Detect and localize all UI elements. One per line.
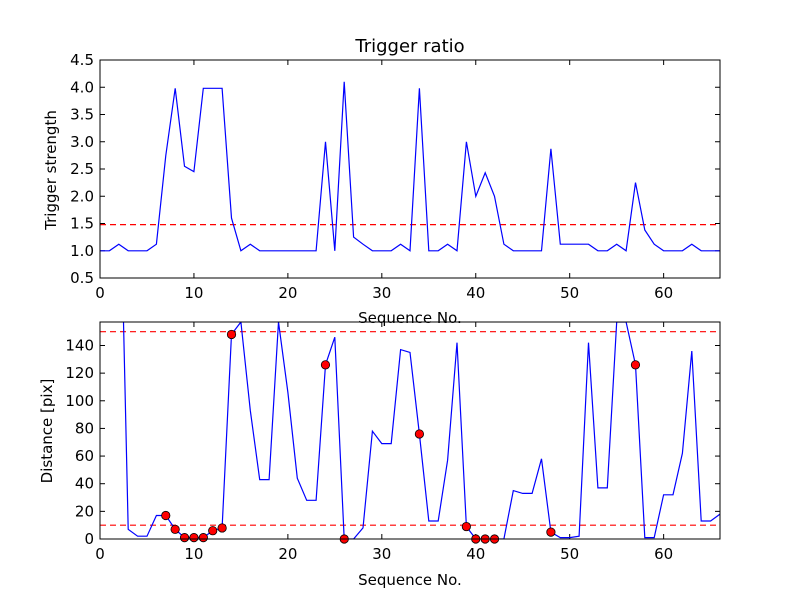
distance-chart: 0 10 20 30 40 50 60 0 20 40 60 80 100 120 140 Sequence… (38, 321, 721, 589)
y-tick-label: 2.0 (70, 187, 94, 205)
y-tick-label: 40 (75, 475, 94, 493)
data-point (461, 521, 471, 532)
x-tick-label: 50 (560, 284, 579, 302)
data-point (189, 533, 199, 543)
data-point (198, 533, 208, 543)
trigger-ratio-chart: Trigger ratio 0 10 20 30 40 50 60 0.5 1.0 1.5 2.0 2… (42, 36, 721, 327)
y-tick-label: 1.5 (70, 215, 94, 233)
y-tick-label: 4.5 (70, 51, 94, 69)
y-tick-label: 3.0 (70, 133, 94, 151)
x-tick-label: 10 (184, 284, 203, 302)
y-tick-label: 80 (75, 419, 94, 437)
y-tick-label: 1.0 (70, 242, 94, 260)
plot-frame (99, 59, 721, 279)
plot-area: 0 10 20 30 40 50 60 0 20 40 60 80 100 120 140 (65, 321, 721, 563)
y-axis-label: Distance [pix] (38, 379, 56, 484)
y-tick-label: 140 (65, 336, 94, 354)
y-tick-label: 4.0 (70, 78, 94, 96)
x-tick-label: 0 (95, 545, 105, 563)
data-point (179, 533, 190, 543)
x-tick-label: 40 (466, 545, 485, 563)
data-point (226, 329, 237, 340)
plot-frame (99, 321, 721, 540)
x-tick-label: 40 (466, 284, 485, 302)
plot-area: 0 10 20 30 40 50 60 0.5 1.0 1.5 2.0 2.5 3.0 3.5 4.0 4.5 (70, 51, 721, 302)
y-tick-label: 120 (65, 364, 94, 382)
data-point (161, 510, 171, 521)
y-tick-label: 100 (65, 392, 94, 410)
x-tick-label: 30 (372, 284, 391, 302)
y-tick-label: 60 (75, 447, 94, 465)
y-tick-label: 3.5 (70, 106, 94, 124)
x-tick-label: 20 (278, 284, 297, 302)
y-tick-label: 20 (75, 502, 94, 520)
series-line (100, 81, 720, 252)
data-point (217, 523, 227, 533)
data-point (208, 526, 218, 536)
data-point (170, 524, 180, 534)
x-tick-label: 30 (372, 545, 391, 563)
data-point (414, 429, 424, 439)
x-axis-label: Sequence No. (358, 571, 462, 589)
data-point (630, 360, 641, 370)
y-tick-label: 2.5 (70, 160, 94, 178)
x-tick-label: 50 (560, 545, 579, 563)
y-axis-label: Trigger strength (42, 110, 60, 231)
data-point (320, 360, 331, 370)
x-tick-label: 20 (278, 545, 297, 563)
x-tick-label: 60 (654, 284, 673, 302)
y-tick-label: 0.5 (70, 269, 94, 287)
chart-title: Trigger ratio (354, 36, 464, 57)
x-tick-label: 10 (184, 545, 203, 563)
data-point (546, 527, 556, 537)
x-tick-label: 0 (95, 284, 105, 302)
x-axis-label: Sequence No. (358, 309, 462, 327)
y-tick-label: 0 (84, 530, 94, 548)
x-tick-label: 60 (654, 545, 673, 563)
